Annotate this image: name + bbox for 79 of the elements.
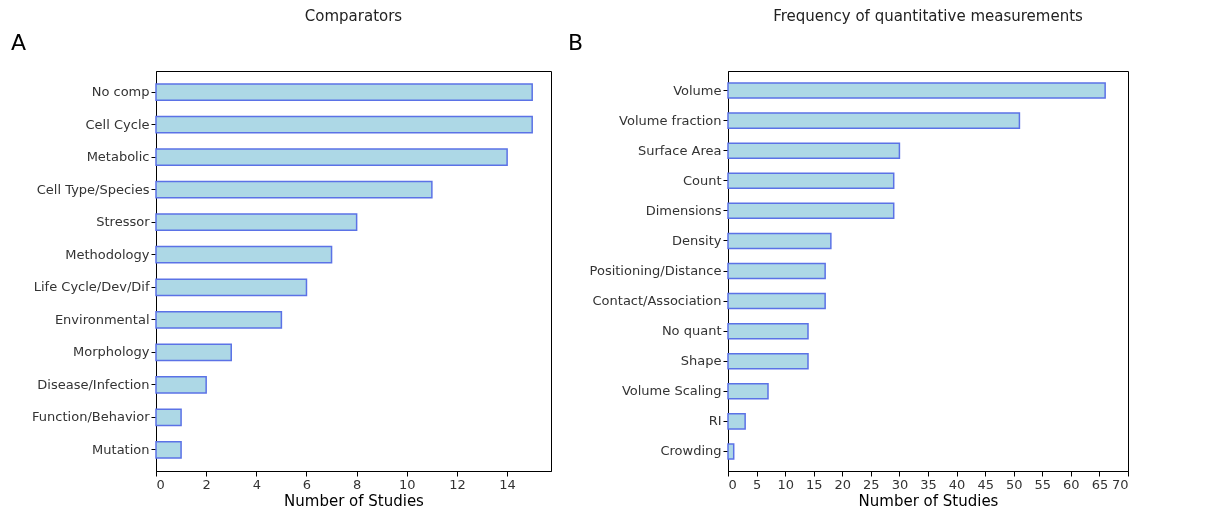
bar <box>727 262 826 280</box>
x-tick-label: 4 <box>252 476 261 492</box>
bar <box>155 310 283 329</box>
bar <box>727 292 826 310</box>
chart-title: Frequency of quantitative measurements <box>773 7 1084 25</box>
bar <box>155 375 207 394</box>
bar <box>155 408 182 427</box>
bar <box>155 213 358 232</box>
x-tick-label: 8 <box>352 476 362 492</box>
y-tick-label: Cell Type/Species <box>36 181 150 197</box>
bar <box>155 180 433 199</box>
y-tick-label: Life Cycle/Dev/Dif <box>33 279 150 295</box>
y-tick-label: Dimensions <box>645 202 722 218</box>
bar <box>727 383 769 400</box>
y-tick-label: Morphology <box>73 344 150 360</box>
text: B <box>568 30 584 55</box>
bar <box>727 172 895 190</box>
x-tick-label: 14 <box>499 476 516 492</box>
bar <box>727 443 735 460</box>
bar <box>727 202 895 220</box>
y-tick-label: Count <box>682 172 722 188</box>
y-tick-label: Volume fraction <box>619 112 722 128</box>
x-tick-label: 35 <box>920 476 937 492</box>
y-tick-label: Function/Behavior <box>32 409 151 425</box>
x-tick-label: 0 <box>156 476 165 492</box>
x-tick-label: 40 <box>948 476 966 492</box>
x-axis-title: Number of Studies <box>284 491 425 510</box>
bar <box>155 83 533 102</box>
x-tick-label: 6 <box>302 476 312 492</box>
x-tick-label: 45 <box>977 476 994 492</box>
y-tick-label: Stressor <box>96 214 151 230</box>
bar <box>727 112 1021 129</box>
x-tick-label: 50 <box>1005 476 1023 492</box>
y-tick-label: Disease/Infection <box>37 376 150 392</box>
x-tick-label: 2 <box>202 476 211 492</box>
bar <box>155 343 232 362</box>
bar <box>727 322 809 340</box>
bar <box>155 440 182 459</box>
y-tick-label: Environmental <box>54 311 150 327</box>
text: A <box>11 30 27 55</box>
x-tick-label: 5 <box>752 476 762 492</box>
y-tick-label: Mutation <box>92 441 150 457</box>
y-tick-label: Volume <box>673 82 722 98</box>
bar <box>155 278 308 297</box>
y-tick-label: No comp <box>91 84 150 100</box>
x-tick-label: 65 <box>1091 476 1109 492</box>
y-tick-label: Shape <box>680 353 722 369</box>
y-tick-label: Crowding <box>660 443 722 459</box>
y-tick-label: Density <box>672 232 722 248</box>
y-tick-label: Methodology <box>65 246 150 262</box>
y-tick-label: Metabolic <box>86 149 150 165</box>
bar <box>727 82 1106 99</box>
y-tick-label: No quant <box>661 323 722 339</box>
x-tick-label: 25 <box>863 476 880 492</box>
y-tick-label: Contact/Association <box>592 293 722 309</box>
bar <box>727 232 832 250</box>
x-tick-label: 15 <box>805 476 823 492</box>
x-tick-label: 0 <box>728 476 737 492</box>
chart-title: Comparators <box>304 7 403 25</box>
x-tick-label: 60 <box>1063 476 1080 492</box>
x-tick-label: 12 <box>449 476 466 492</box>
x-tick-label: 70 <box>1111 476 1129 492</box>
y-tick-label: Surface Area <box>637 142 722 158</box>
bar <box>155 115 533 134</box>
x-tick-label: 30 <box>891 476 909 492</box>
x-tick-label: 55 <box>1034 476 1052 492</box>
x-tick-label: 10 <box>777 476 794 492</box>
x-tick-label: 20 <box>834 476 852 492</box>
y-tick-label: Volume Scaling <box>621 383 722 399</box>
bar <box>155 245 333 264</box>
y-tick-label: Cell Cycle <box>85 116 150 132</box>
bar <box>155 148 508 167</box>
x-tick-label: 10 <box>399 476 416 492</box>
bar <box>727 142 901 159</box>
x-axis-title: Number of Studies <box>858 491 999 510</box>
y-tick-label: Positioning/Distance <box>589 263 722 278</box>
y-tick-label: RI <box>708 413 722 429</box>
bar <box>727 413 746 430</box>
bar <box>727 352 809 370</box>
